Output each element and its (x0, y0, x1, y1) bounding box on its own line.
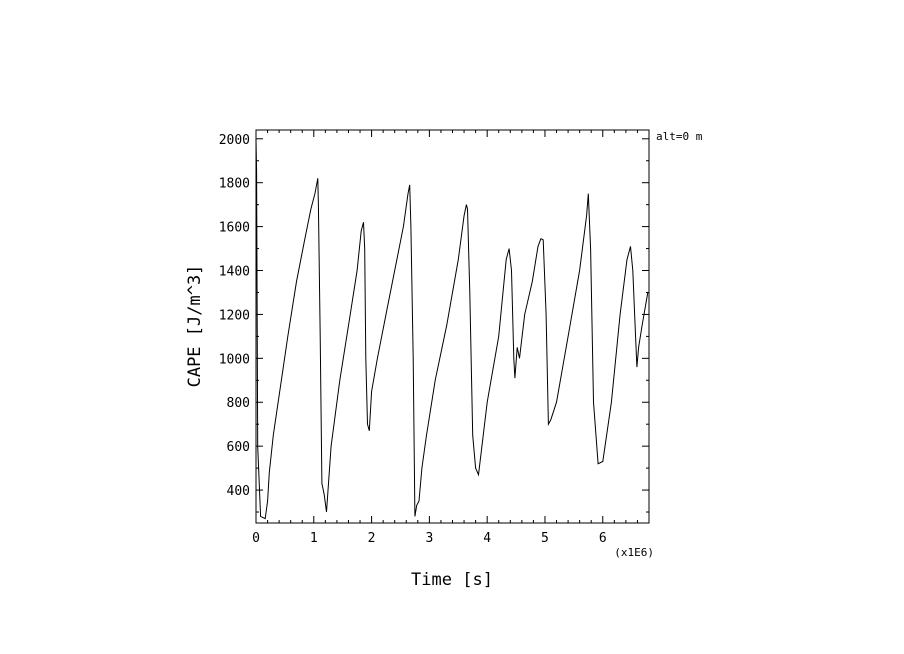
x-multiplier-label: (x1E6) (614, 546, 654, 559)
axis-tick-labels: 0 1 2 3 4 5 6 400 600 800 1000 1200 1400 1600 1800 2000 (219, 133, 607, 546)
y-tick-label: 800 (227, 396, 250, 411)
x-tick-label: 0 (252, 531, 260, 546)
x-axis-label: Time [s] (411, 570, 493, 590)
axis-ticks (255, 130, 650, 523)
x-tick-label: 1 (310, 531, 318, 546)
y-tick-label: 2000 (219, 133, 250, 148)
y-tick-label: 600 (227, 440, 250, 455)
x-tick-label: 4 (483, 531, 491, 546)
y-tick-label: 1600 (219, 221, 250, 236)
y-axis-label: CAPE [J/m^3] (185, 265, 205, 388)
x-tick-label: 2 (368, 531, 376, 546)
plot-frame (255, 129, 650, 524)
y-tick-label: 1400 (219, 265, 250, 280)
x-tick-label: 3 (425, 531, 433, 546)
y-tick-label: 1000 (219, 352, 250, 367)
y-tick-label: 400 (227, 484, 250, 499)
x-tick-label: 6 (599, 531, 607, 546)
x-tick-label: 5 (541, 531, 549, 546)
series-line-cape (255, 138, 649, 520)
y-tick-label: 1800 (219, 177, 250, 192)
altitude-annotation: alt=0 m (656, 130, 703, 143)
y-tick-label: 1200 (219, 308, 250, 323)
